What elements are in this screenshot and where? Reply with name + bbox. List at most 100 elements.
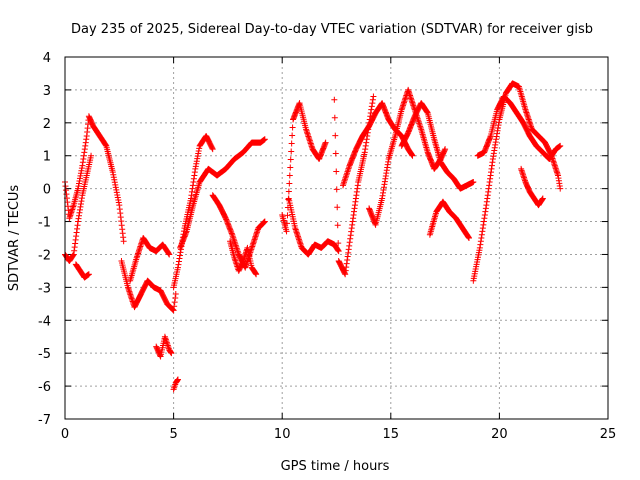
data-point xyxy=(209,146,216,153)
data-point xyxy=(478,235,485,241)
data-point xyxy=(415,118,422,125)
data-point xyxy=(362,142,369,149)
y-tick-label: 2 xyxy=(43,117,51,132)
data-point xyxy=(470,179,477,186)
data-point xyxy=(115,199,122,206)
data-point xyxy=(331,96,338,103)
data-point xyxy=(111,179,118,186)
data-point xyxy=(230,234,237,241)
data-point xyxy=(332,150,339,157)
data-point xyxy=(481,211,488,218)
data-point xyxy=(180,236,187,243)
data-point xyxy=(112,184,119,191)
y-tick-label: 1 xyxy=(43,150,51,165)
data-point xyxy=(344,170,351,177)
data-point xyxy=(344,168,351,175)
data-point xyxy=(172,295,179,302)
data-point xyxy=(111,176,118,183)
data-point xyxy=(286,172,293,179)
data-point xyxy=(226,225,233,232)
data-point xyxy=(288,148,295,155)
data-point xyxy=(229,233,236,240)
data-point xyxy=(287,164,294,171)
data-point xyxy=(114,194,121,201)
data-point xyxy=(477,238,484,245)
data-point xyxy=(181,234,188,241)
y-tick-label: 4 xyxy=(43,51,51,66)
data-point xyxy=(343,264,350,271)
data-point xyxy=(253,271,260,278)
data-point xyxy=(170,306,177,313)
data-point xyxy=(369,96,376,103)
data-point xyxy=(482,205,489,212)
data-point xyxy=(362,146,369,153)
plot-frame xyxy=(64,56,609,420)
data-point xyxy=(343,260,350,267)
data-point xyxy=(345,167,352,174)
data-point xyxy=(477,241,484,248)
y-tick-label: -4 xyxy=(38,314,51,329)
data-point xyxy=(344,253,351,260)
data-point xyxy=(177,243,184,250)
data-point xyxy=(228,229,235,236)
data-point xyxy=(368,106,375,113)
series-group xyxy=(227,238,260,278)
data-point xyxy=(287,156,294,163)
x-tick-label: 25 xyxy=(600,427,617,442)
data-point xyxy=(368,103,375,110)
data-point xyxy=(370,93,377,100)
data-point xyxy=(226,224,233,231)
data-point xyxy=(465,235,472,241)
data-point xyxy=(288,140,295,147)
data-point xyxy=(261,219,268,226)
series-group xyxy=(474,93,564,163)
data-point xyxy=(363,139,370,146)
series-group xyxy=(170,376,181,393)
data-point xyxy=(333,168,340,175)
data-point xyxy=(476,244,483,251)
tick-labels: 0 5 10 15 20 25 -7 -6 -5 -4 -3 -2 -1 0 1 2 3 4 xyxy=(38,51,616,442)
data-point xyxy=(178,242,185,249)
data-point xyxy=(348,228,355,235)
data-point xyxy=(289,132,296,139)
data-point xyxy=(335,248,342,255)
data-point xyxy=(175,258,182,265)
data-point xyxy=(343,171,350,178)
data-point xyxy=(285,188,292,195)
y-tick-label: -1 xyxy=(38,216,51,231)
series-group xyxy=(426,198,472,241)
data-point xyxy=(227,226,234,233)
data-point xyxy=(223,217,230,224)
data-point xyxy=(480,218,487,225)
data-point xyxy=(342,176,349,183)
data-point xyxy=(102,142,109,149)
data-point xyxy=(341,177,348,184)
data-point xyxy=(284,220,291,227)
data-point xyxy=(120,238,127,245)
data-point xyxy=(335,240,342,247)
series-group xyxy=(279,100,329,235)
data-point xyxy=(179,238,186,245)
data-point xyxy=(331,114,338,121)
data-point xyxy=(442,146,449,153)
data-point xyxy=(209,145,216,152)
data-point xyxy=(332,132,339,139)
data-point xyxy=(169,306,176,313)
data-point xyxy=(228,230,235,237)
data-point xyxy=(174,376,181,383)
data-point xyxy=(88,152,95,159)
data-point xyxy=(361,149,368,156)
data-point xyxy=(334,222,341,229)
series-group xyxy=(285,195,342,258)
data-point xyxy=(416,120,423,127)
data-point xyxy=(342,267,349,274)
data-point xyxy=(224,219,231,226)
y-tick-label: -2 xyxy=(38,248,51,263)
data-point xyxy=(171,299,178,306)
series-group xyxy=(62,152,95,265)
data-point xyxy=(232,240,239,247)
data-point xyxy=(346,242,353,249)
data-point xyxy=(369,100,376,107)
data-point xyxy=(114,191,121,198)
data-point xyxy=(342,271,349,278)
